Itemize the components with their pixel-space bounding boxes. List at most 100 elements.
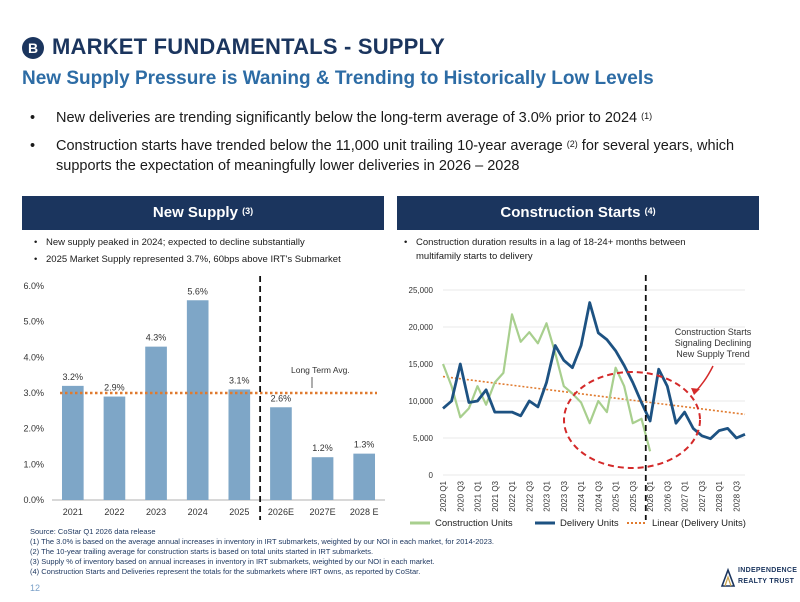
bar — [103, 396, 126, 500]
x-tick-label: 2025 — [229, 507, 249, 517]
y-tick-label: 25,000 — [409, 286, 434, 295]
bar — [353, 453, 376, 500]
legend-label: Delivery Units — [560, 518, 619, 529]
footnote: (3) Supply % of inventory based on annua… — [30, 557, 435, 566]
x-tick-label: 2028 Q1 — [715, 480, 724, 511]
y-tick-label: 6.0% — [23, 281, 44, 291]
footnote: (1) The 3.0% is based on the average ann… — [30, 537, 495, 546]
y-tick-label: 10,000 — [409, 397, 434, 406]
bar — [145, 346, 167, 500]
highlight-ellipse — [563, 371, 701, 469]
delivery-units-line — [442, 301, 746, 441]
bar-value-label: 3.1% — [229, 375, 250, 385]
x-tick-label: 2023 — [146, 507, 166, 517]
key-point: New deliveries are trending significantl… — [30, 108, 775, 128]
section-badge: B — [22, 37, 44, 59]
panel-note: New supply peaked in 2024; expected to d… — [32, 236, 382, 250]
bar — [311, 457, 334, 500]
new-supply-notes: New supply peaked in 2024; expected to d… — [32, 236, 382, 267]
y-tick-label: 15,000 — [409, 360, 434, 369]
x-tick-label: 2024 Q3 — [594, 480, 603, 511]
company-logo-icon — [720, 567, 736, 587]
page-subtitle: New Supply Pressure is Waning & Trending… — [22, 68, 654, 89]
x-tick-label: 2025 Q3 — [629, 480, 638, 511]
logo-text-line1: INDEPENDENCE — [738, 567, 798, 574]
x-tick-label: 2024 — [188, 507, 208, 517]
x-tick-label: 2027 Q1 — [681, 480, 690, 511]
bar — [270, 407, 292, 500]
bar-value-label: 2.6% — [271, 393, 292, 403]
new-supply-header: New Supply (3) — [22, 196, 384, 230]
x-tick-label: 2026E — [268, 507, 294, 517]
x-tick-label: 2020 Q1 — [439, 480, 448, 511]
x-tick-label: 2021 Q1 — [474, 480, 483, 511]
panel-title: Construction Starts — [500, 204, 641, 221]
key-point: Construction starts have trended below t… — [30, 136, 775, 176]
footnote-ref: (3) — [242, 206, 254, 216]
construction-starts-header: Construction Starts (4) — [397, 196, 759, 230]
logo-text-line2: REALTY TRUST — [738, 578, 795, 585]
key-point-text: Construction starts have trended below t… — [56, 138, 563, 154]
construction-units-line — [441, 313, 652, 452]
annotation-line: Signaling Declining — [675, 338, 752, 348]
x-tick-label: 2028 E — [350, 507, 379, 517]
y-tick-label: 3.0% — [23, 388, 44, 398]
y-tick-label: 20,000 — [409, 323, 434, 332]
panel-note: Construction duration results in a lag o… — [402, 236, 732, 264]
key-points: New deliveries are trending significantl… — [30, 108, 775, 184]
trend-line — [442, 375, 746, 416]
bar — [186, 300, 209, 500]
reference-line-label: Long Term Avg. — [291, 365, 350, 375]
bar-value-label: 1.3% — [354, 440, 375, 450]
x-tick-label: 2023 Q3 — [560, 480, 569, 511]
bar-value-label: 5.6% — [187, 286, 208, 296]
x-tick-label: 2022 Q3 — [525, 480, 534, 511]
construction-starts-notes: Construction duration results in a lag o… — [402, 236, 732, 264]
x-tick-label: 2020 Q3 — [456, 480, 465, 511]
construction-starts-line-chart: 0 5,000 10,000 15,000 20,000 25,000 2020 Q1 202… — [409, 275, 752, 529]
y-tick-label: 5.0% — [23, 317, 44, 327]
x-tick-label: 2023 Q1 — [543, 480, 552, 511]
y-tick-label: 0 — [429, 471, 434, 480]
footnote-ref: (4) — [644, 206, 656, 216]
x-tick-label: 2027E — [310, 507, 336, 517]
footnote-ref: (1) — [641, 111, 653, 121]
x-tick-label: 2025 Q1 — [612, 480, 621, 511]
x-tick-label: 2028 Q3 — [732, 480, 741, 511]
y-tick-label: 0.0% — [23, 495, 44, 505]
x-tick-label: 2026 Q3 — [663, 480, 672, 511]
x-tick-label: 2021 Q3 — [491, 480, 500, 511]
footnote: (2) The 10-year trailing average for con… — [30, 547, 374, 556]
x-tick-label: 2022 — [104, 507, 124, 517]
y-tick-label: 2.0% — [23, 424, 44, 434]
bar-value-label: 1.2% — [312, 443, 333, 453]
footnotes: Source: CoStar Q1 2026 data release (1) … — [30, 527, 494, 577]
x-tick-label: 2022 Q1 — [508, 480, 517, 511]
annotation-line: Construction Starts — [675, 327, 752, 337]
key-point-text-tail: for several years, which supports the ex… — [56, 138, 735, 174]
y-tick-label: 1.0% — [23, 459, 44, 469]
annotation-line: New Supply Trend — [676, 349, 750, 359]
x-tick-label: 2021 — [63, 507, 83, 517]
new-supply-bar-chart: 0.0% 1.0% 2.0% 3.0% 4.0% 5.0% 6.0% 3.2% 2021 2.9%… — [23, 276, 385, 520]
bar-value-label: 3.2% — [63, 372, 84, 382]
x-tick-label: 2024 Q1 — [577, 480, 586, 511]
bar — [61, 385, 84, 500]
legend-label: Linear (Delivery Units) — [652, 518, 746, 529]
footnote: (4) Construction Starts and Deliveries r… — [30, 567, 421, 576]
chart-annotation: Construction Starts Signaling Declining Ne… — [675, 327, 752, 359]
page-number: 12 — [30, 583, 41, 593]
x-tick-label: 2026 Q1 — [646, 480, 655, 511]
footnote-ref: (2) — [566, 139, 578, 149]
page-title: MARKET FUNDAMENTALS - SUPPLY — [52, 34, 446, 59]
annotation-arrow — [694, 365, 714, 393]
legend-label: Construction Units — [435, 518, 513, 529]
bar-value-label: 4.3% — [146, 333, 167, 343]
key-point-text: New deliveries are trending significantl… — [56, 110, 638, 126]
bar-value-label: 2.9% — [104, 383, 125, 393]
y-tick-label: 5,000 — [413, 434, 434, 443]
source-note: Source: CoStar Q1 2026 data release — [30, 527, 156, 536]
y-tick-label: 4.0% — [23, 352, 44, 362]
bar — [228, 389, 251, 500]
panel-note: 2025 Market Supply represented 3.7%, 60b… — [32, 253, 382, 267]
